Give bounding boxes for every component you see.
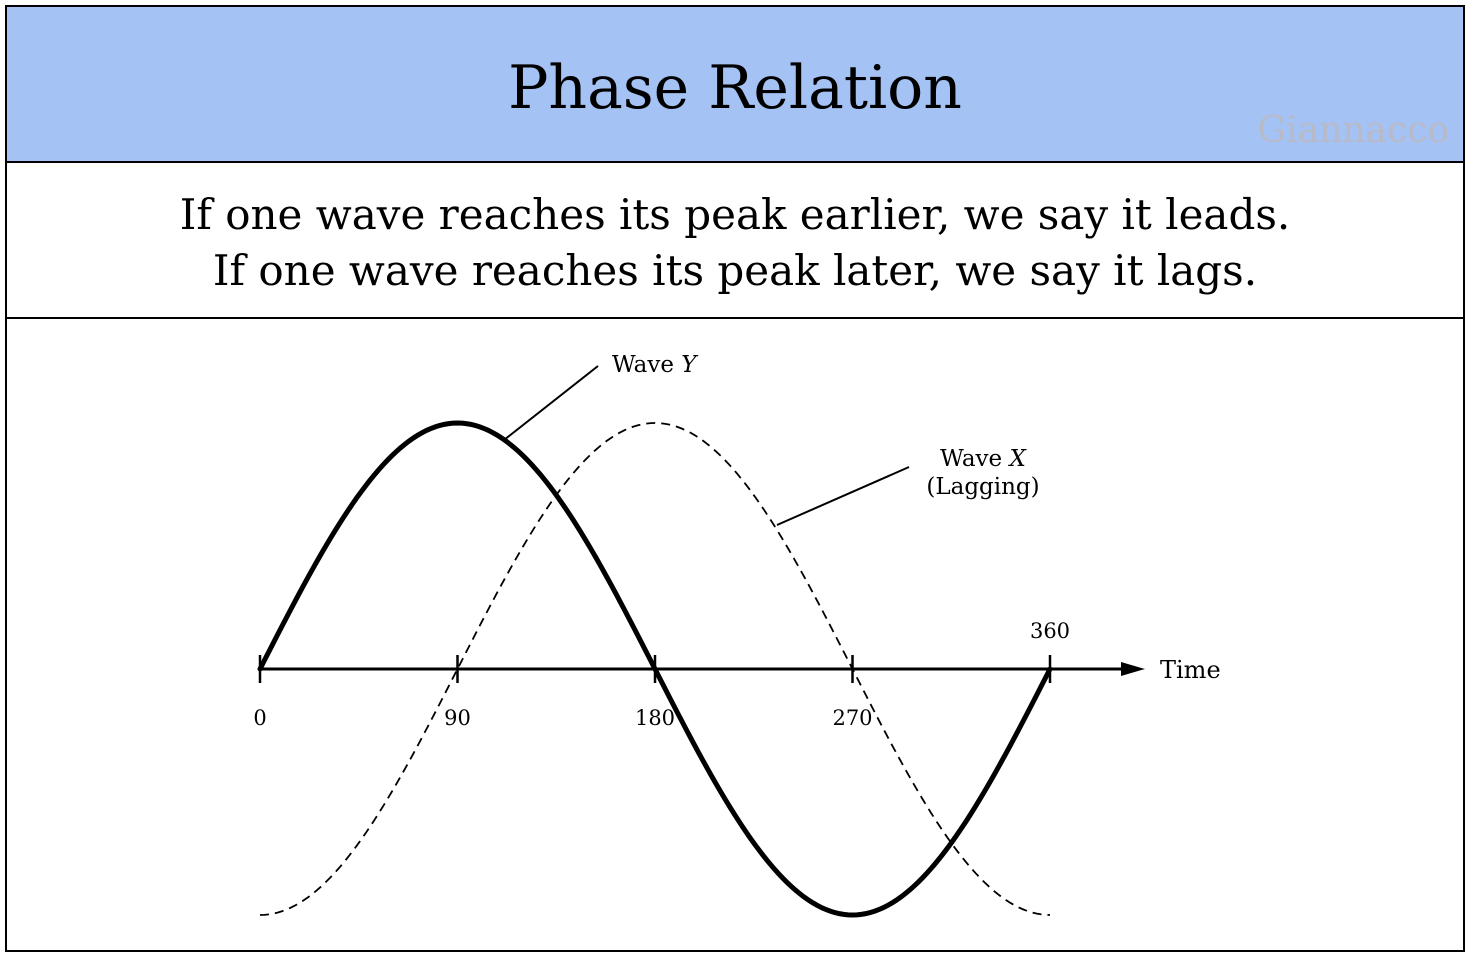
time-axis-label: Time: [1160, 656, 1221, 684]
axis-tick-label-180: 180: [635, 706, 675, 730]
wave-y-label-prefix: Wave: [612, 352, 681, 378]
page-title: Phase Relation: [508, 53, 962, 123]
axis-ticks: 0 90 180 270 360: [253, 619, 1070, 730]
wave-y-label: Wave Y: [612, 352, 699, 378]
axis-tick-label-270: 270: [832, 706, 872, 730]
phase-diagram: Time 0 90 180 270 360 Wave Y Wave X (Lagging…: [253, 352, 1221, 918]
axis-tick-label-360: 360: [1030, 619, 1070, 643]
slide-frame: Phase Relation Giannacco If one wave rea…: [5, 5, 1465, 952]
caption-box: If one wave reaches its peak earlier, we…: [7, 163, 1463, 319]
axis-tick-label-90: 90: [444, 706, 471, 730]
wave-x-lagging-note: (Lagging): [926, 474, 1039, 500]
caption-line-lag: If one wave reaches its peak later, we s…: [212, 246, 1258, 295]
wave-y-curve: [257, 420, 1053, 918]
wave-x-label-var: X: [1007, 446, 1027, 472]
title-banner: Phase Relation Giannacco: [7, 7, 1463, 163]
phase-diagram-area: Time 0 90 180 270 360 Wave Y Wave X (Lagging…: [7, 319, 1463, 950]
watermark: Giannacco: [1257, 110, 1449, 151]
time-axis-arrowhead: [1121, 662, 1145, 676]
axis-tick-label-0: 0: [253, 706, 266, 730]
wave-y-label-var: Y: [681, 352, 699, 378]
wave-x-curve: [259, 422, 1051, 916]
caption-line-lead: If one wave reaches its peak earlier, we…: [179, 190, 1291, 239]
wave-x-label: Wave X: [940, 446, 1027, 472]
wave-x-label-prefix: Wave: [940, 446, 1009, 472]
wave-y-leader-line: [503, 365, 599, 441]
wave-x-leader-line: [776, 466, 910, 526]
